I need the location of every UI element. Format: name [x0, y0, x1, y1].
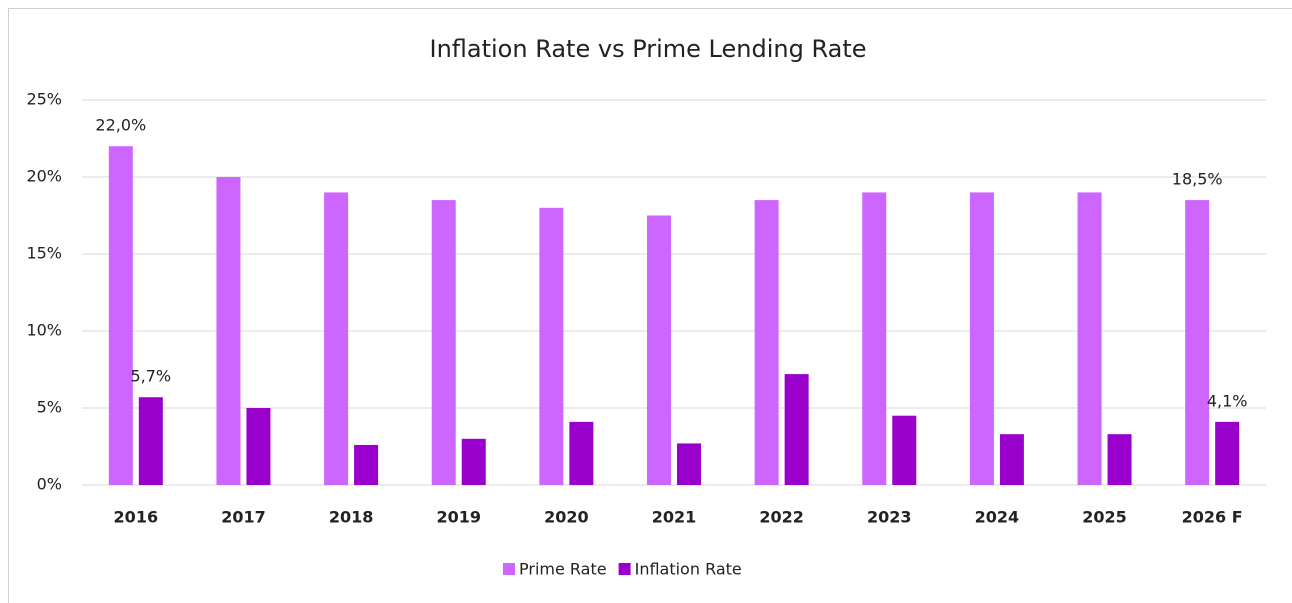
- bar: [754, 200, 779, 485]
- bar: [784, 374, 809, 485]
- bar: [324, 192, 349, 485]
- x-tick-label: 2016: [114, 508, 159, 527]
- bar: [969, 192, 994, 485]
- bar: [138, 397, 163, 485]
- x-tick-label: 2021: [652, 508, 697, 527]
- bar: [862, 192, 887, 485]
- bar: [647, 215, 671, 485]
- chart-title: Inflation Rate vs Prime Lending Rate: [429, 35, 866, 63]
- x-tick-label: 2023: [867, 508, 912, 527]
- data-label: 5,7%: [130, 367, 171, 386]
- legend-swatch: [503, 563, 515, 575]
- data-label: 4,1%: [1207, 391, 1248, 410]
- y-tick-label: 10%: [26, 321, 62, 340]
- bar: [677, 443, 701, 485]
- y-tick-label: 15%: [26, 244, 62, 263]
- legend-label: Prime Rate: [519, 560, 607, 579]
- bar: [892, 415, 917, 485]
- x-tick-label: 2017: [221, 508, 266, 527]
- bar: [1107, 434, 1132, 485]
- bar: [999, 434, 1024, 485]
- bar: [1215, 421, 1240, 485]
- bar: [216, 177, 241, 485]
- x-tick-label: 2020: [544, 508, 589, 527]
- x-tick-label: 2019: [436, 508, 481, 527]
- x-tick-label: 2018: [329, 508, 374, 527]
- x-tick-label: 2024: [975, 508, 1020, 527]
- y-tick-label: 25%: [26, 90, 62, 109]
- x-tick-label: 2022: [759, 508, 804, 527]
- bar: [461, 438, 486, 485]
- y-tick-label: 5%: [37, 398, 62, 417]
- x-tick-label: 2026 F: [1182, 508, 1243, 527]
- bar: [1185, 200, 1210, 485]
- bar: [569, 421, 594, 485]
- legend-swatch: [618, 563, 631, 575]
- x-tick-label: 2025: [1082, 508, 1127, 527]
- y-tick-label: 0%: [37, 475, 62, 494]
- bar: [539, 207, 564, 486]
- legend-label: Inflation Rate: [635, 560, 742, 579]
- bar: [1077, 192, 1102, 485]
- data-label: 18,5%: [1172, 170, 1223, 189]
- bar: [108, 146, 133, 485]
- bar: [354, 444, 379, 485]
- bar: [246, 408, 271, 485]
- data-label: 22,0%: [95, 116, 146, 135]
- y-tick-label: 20%: [26, 167, 62, 186]
- bar: [431, 200, 456, 485]
